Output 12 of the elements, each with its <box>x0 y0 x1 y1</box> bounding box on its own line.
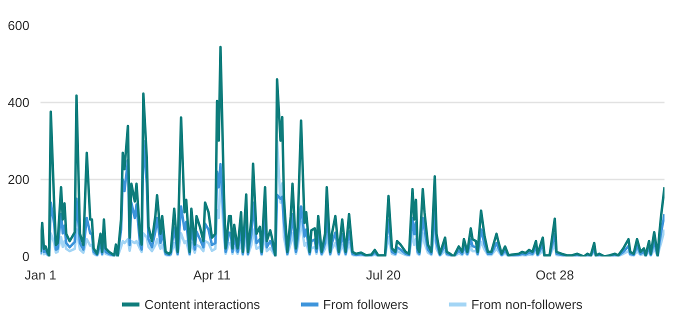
y-tick-label: 400 <box>8 95 30 110</box>
x-tick-label: Jan 1 <box>24 268 56 282</box>
line-series <box>40 46 664 256</box>
x-tick-label: Oct 28 <box>536 268 574 282</box>
x-tick-label: Jul 20 <box>366 268 401 282</box>
legend-label: Content interactions <box>144 296 260 312</box>
legend-label: From non-followers <box>471 296 583 312</box>
y-tick-label: 200 <box>8 172 30 187</box>
x-tick-label: Apr 11 <box>193 268 231 282</box>
legend-label: From followers <box>323 296 408 312</box>
y-tick-label: 0 <box>22 249 30 264</box>
y-tick-label: 600 <box>8 18 30 33</box>
